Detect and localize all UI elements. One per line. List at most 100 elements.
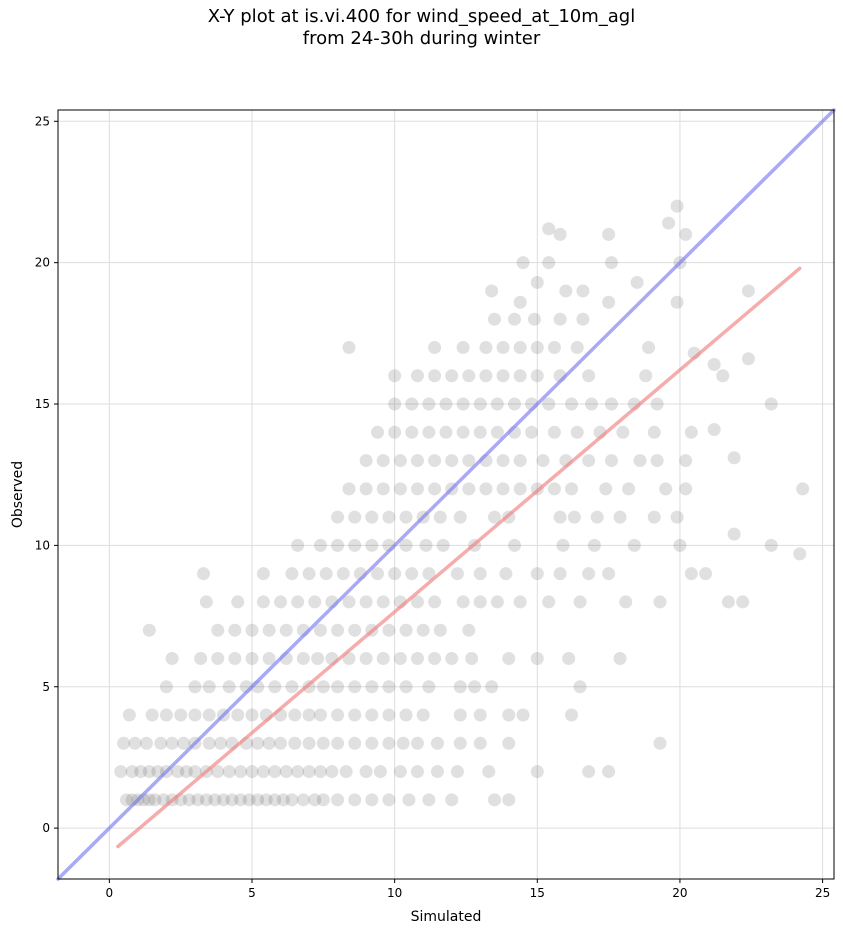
data-point [134,765,148,779]
data-point [650,454,664,468]
data-point [422,425,436,439]
data-point [582,454,596,468]
data-point [473,708,487,722]
data-point [627,538,641,552]
data-point [573,595,587,609]
data-point [179,765,193,779]
data-point [553,567,567,581]
data-point [542,256,556,270]
data-point [428,651,442,665]
data-point [650,397,664,411]
chart-title: X-Y plot at is.vi.400 for wind_speed_at_… [0,6,843,50]
title-line-2: from 24-30h during winter [302,28,541,49]
data-point [373,765,387,779]
data-point [365,736,379,750]
data-point [214,736,228,750]
data-point [382,708,396,722]
data-point [199,793,213,807]
data-point [547,340,561,354]
data-point [727,451,741,465]
x-tick-label: 5 [248,886,256,900]
data-point [148,793,162,807]
data-point [256,567,270,581]
data-point [256,765,270,779]
data-point [288,736,302,750]
data-point [199,595,213,609]
data-point [216,793,230,807]
data-point [485,680,499,694]
data-point [547,482,561,496]
data-point [245,623,259,637]
y-tick-label: 25 [35,114,50,128]
data-point [376,651,390,665]
data-point [331,793,345,807]
data-point [342,595,356,609]
data-point [536,454,550,468]
data-point [570,340,584,354]
data-point [513,295,527,309]
data-point [468,680,482,694]
data-point [513,369,527,383]
data-point [488,793,501,807]
data-point [222,765,236,779]
data-point [125,765,139,779]
data-point [456,340,470,354]
data-point [410,482,424,496]
data-point [496,340,510,354]
data-point [268,680,282,694]
data-point [707,357,721,371]
data-point [251,736,265,750]
data-point [602,765,616,779]
data-point [445,651,459,665]
data-point [182,793,196,807]
data-point [145,708,159,722]
data-point [316,680,330,694]
data-point [462,623,476,637]
data-point [188,680,202,694]
data-point [453,510,467,524]
data-point [231,708,245,722]
data-point [473,425,487,439]
data-point [371,425,385,439]
data-point [679,454,693,468]
data-point [530,275,544,289]
data-point [159,708,173,722]
data-point [382,623,396,637]
data-point [234,793,248,807]
data-point [450,765,464,779]
data-point [279,765,293,779]
data-point [259,793,273,807]
plot-frame [57,109,835,880]
y-axis-ticks: 0 5 10 15 20 25 [35,114,58,835]
data-point [453,708,467,722]
data-point [376,482,390,496]
data-point [288,708,302,722]
data-point [225,793,239,807]
data-point [490,397,504,411]
data-point [365,538,379,552]
data-point [382,680,396,694]
data-point [507,397,521,411]
data-point [342,482,356,496]
data-point [410,369,424,383]
data-point [382,736,396,750]
data-point [530,340,544,354]
data-point [422,567,436,581]
data-point [793,547,807,561]
data-point [245,765,259,779]
data-point [439,425,453,439]
data-point [296,793,310,807]
data-point [453,680,467,694]
data-point [462,369,476,383]
data-point [485,284,499,298]
data-point [256,595,270,609]
data-point [428,340,442,354]
data-point [433,510,447,524]
data-point [582,567,596,581]
data-point [516,256,530,270]
data-point [479,340,493,354]
data-point [159,680,173,694]
data-point [502,708,516,722]
data-point [331,680,345,694]
data-point [582,369,596,383]
